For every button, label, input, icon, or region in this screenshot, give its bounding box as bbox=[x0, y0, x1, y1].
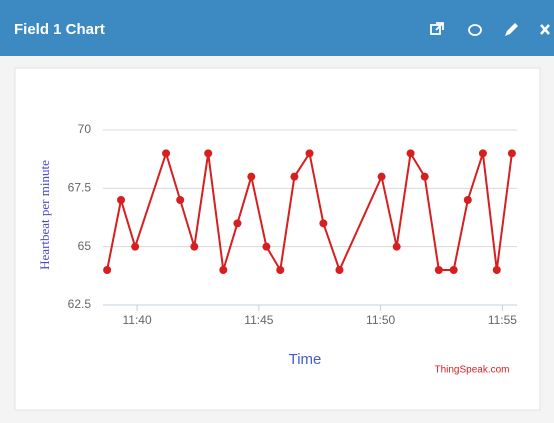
data-point bbox=[449, 266, 458, 274]
data-point bbox=[290, 172, 299, 181]
data-point bbox=[377, 172, 386, 181]
data-point bbox=[276, 266, 285, 274]
y-tick-label: 65 bbox=[78, 239, 92, 253]
x-tick-label: 11:55 bbox=[488, 313, 517, 327]
y-tick-label: 70 bbox=[78, 122, 92, 136]
data-point bbox=[478, 149, 487, 158]
comment-icon[interactable] bbox=[468, 24, 482, 36]
data-point bbox=[335, 266, 344, 274]
data-point bbox=[434, 266, 443, 274]
data-point bbox=[392, 242, 401, 251]
data-point bbox=[103, 266, 112, 274]
data-point bbox=[420, 172, 429, 181]
y-axis-label: Heartbeat per minute bbox=[37, 160, 52, 270]
x-tick-label: 11:50 bbox=[366, 313, 395, 327]
data-point bbox=[176, 196, 185, 204]
data-point bbox=[507, 149, 516, 158]
edit-icon[interactable] bbox=[505, 23, 518, 36]
data-point bbox=[117, 196, 126, 204]
x-tick-label: 11:45 bbox=[244, 313, 273, 327]
data-point bbox=[305, 149, 314, 158]
data-point bbox=[492, 266, 501, 274]
x-axis-label: Time bbox=[289, 351, 322, 368]
header-title: Field 1 Chart bbox=[14, 21, 105, 38]
data-point bbox=[219, 266, 228, 274]
open-icon[interactable] bbox=[430, 22, 444, 35]
data-point bbox=[233, 219, 242, 228]
data-point bbox=[262, 242, 271, 251]
data-point bbox=[190, 242, 199, 251]
y-tick-label: 62.5 bbox=[68, 297, 92, 311]
data-point bbox=[406, 149, 415, 158]
data-point bbox=[162, 149, 171, 158]
data-point bbox=[319, 219, 328, 228]
credit: ThingSpeak.com bbox=[434, 365, 509, 376]
data-point bbox=[463, 196, 472, 204]
data-point bbox=[204, 149, 213, 158]
y-tick-label: 67.5 bbox=[68, 181, 92, 195]
close-icon[interactable] bbox=[540, 24, 550, 35]
data-point bbox=[247, 172, 256, 181]
data-point bbox=[131, 242, 140, 251]
header-bar bbox=[0, 0, 554, 56]
chart-panel bbox=[14, 67, 541, 411]
x-tick-label: 11:40 bbox=[123, 313, 152, 327]
